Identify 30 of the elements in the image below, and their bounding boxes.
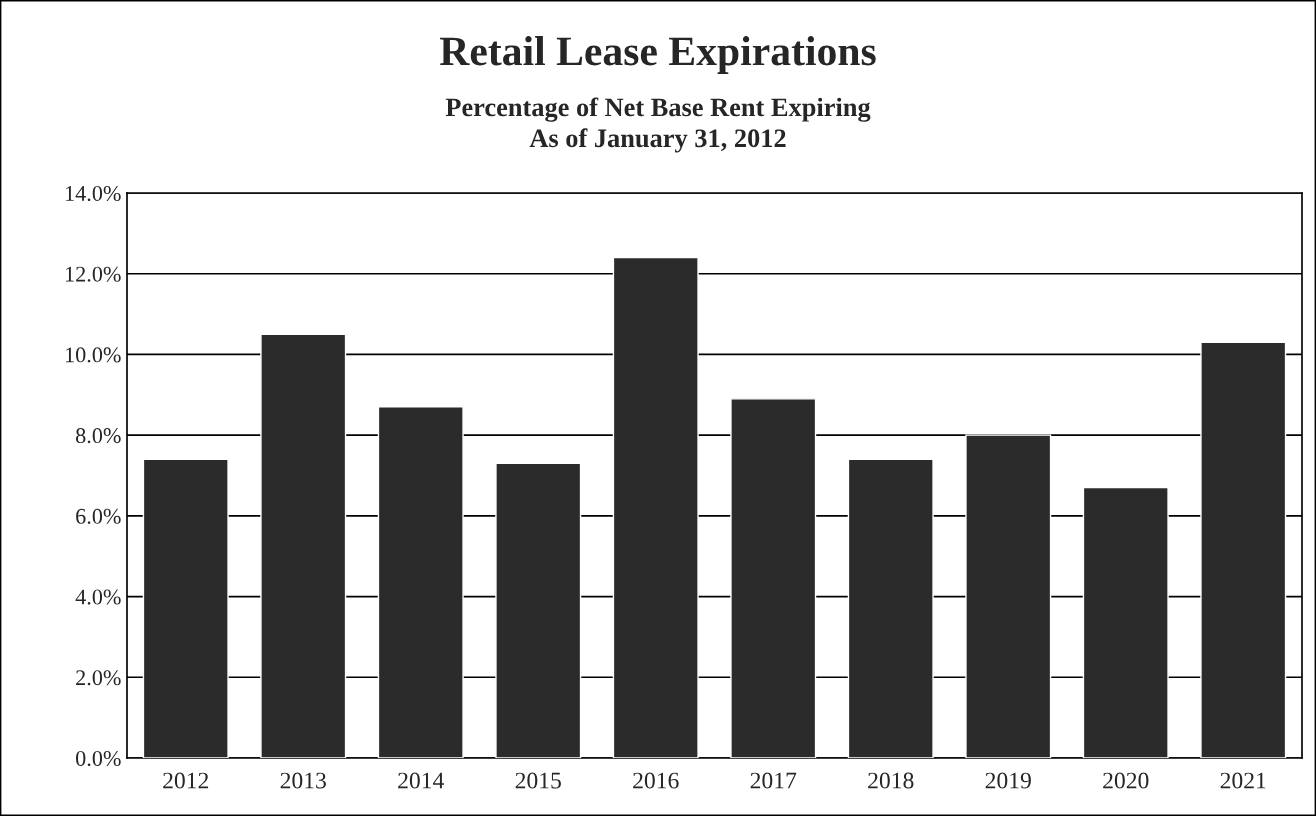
bar xyxy=(847,458,934,758)
x-tick-label: 2018 xyxy=(868,772,914,789)
bar xyxy=(965,434,1052,758)
x-tick-label: 2019 xyxy=(985,772,1031,789)
x-tick-label: 2021 xyxy=(1220,772,1266,789)
x-tick-label: 2016 xyxy=(633,772,679,789)
x-tick-label: 2012 xyxy=(163,772,209,789)
x-tick-label: 2013 xyxy=(280,772,326,789)
bar xyxy=(377,406,464,758)
bar xyxy=(1200,341,1287,758)
bar xyxy=(1082,486,1169,758)
y-tick-label: 4.0% xyxy=(75,589,121,605)
bar xyxy=(495,462,582,758)
bar xyxy=(142,458,229,758)
bar xyxy=(730,398,817,758)
x-tick-label: 2020 xyxy=(1103,772,1149,789)
y-tick-label: 10.0% xyxy=(66,347,121,363)
bar xyxy=(260,333,347,758)
x-tick-label: 2014 xyxy=(398,772,444,789)
x-tick-label: 2017 xyxy=(750,772,797,789)
x-tick-label: 2015 xyxy=(515,772,561,789)
y-tick-label: 2.0% xyxy=(76,670,121,686)
bar xyxy=(612,256,699,758)
chart-subtitle: Percentage of Net Base Rent Expiring As of January 31, 2012 xyxy=(445,97,871,153)
y-tick-label: 6.0% xyxy=(76,508,121,524)
y-tick-label: 8.0% xyxy=(76,428,121,444)
y-tick-label: 14.0% xyxy=(66,185,121,202)
y-tick-label: 0.0% xyxy=(76,750,121,767)
chart-title: Retail Lease Expirations xyxy=(439,36,876,74)
y-tick-label: 12.0% xyxy=(66,266,121,282)
